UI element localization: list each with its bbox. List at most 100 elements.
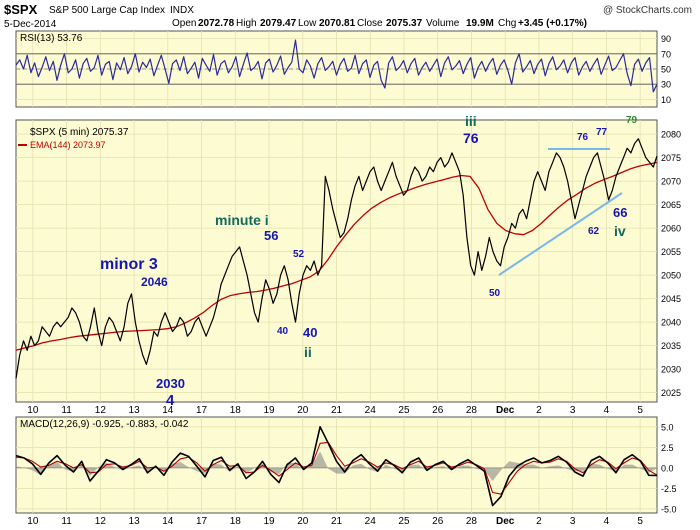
- macd-signal-line: [15, 441, 658, 495]
- x-tick-label: 19: [263, 516, 275, 527]
- x-tick-label: 18: [230, 405, 242, 416]
- 0-y-tick-label: 90: [661, 34, 671, 44]
- chart-date: 5-Dec-2014: [4, 19, 57, 30]
- 1-y-tick-label: 2055: [661, 247, 681, 257]
- open-label: Open: [172, 18, 196, 29]
- open-value: 2072.78: [198, 18, 235, 29]
- chart-index-name: S&P 500 Large Cap Index: [49, 5, 165, 16]
- rsi-panel: 10 30 50 70 90 RSI(13) 53.76: [15, 30, 671, 108]
- x-tick-label: 18: [230, 516, 242, 527]
- 2-y-tick-label: -5.0: [661, 504, 677, 514]
- wave-label: 2030: [156, 376, 185, 391]
- 1-y-tick-label: 2030: [661, 365, 681, 375]
- x-tick-label: 17: [196, 516, 208, 527]
- price-line: [15, 138, 658, 379]
- wave-label: 40: [303, 325, 317, 340]
- macd-line: [15, 425, 658, 507]
- wave-label: 79: [626, 115, 638, 126]
- 1-y-tick-label: 2065: [661, 200, 681, 210]
- wave-label: 2046: [141, 275, 168, 289]
- 2-y-tick-label: -2.5: [661, 484, 677, 494]
- 0-y-tick-label: 10: [661, 95, 671, 105]
- wave-label: minor 3: [100, 256, 158, 273]
- 2-y-tick-label: 5.0: [661, 422, 674, 432]
- x-tick-label: 3: [570, 405, 576, 416]
- x-tick-label: 28: [466, 405, 478, 416]
- x-tick-label: 25: [398, 405, 410, 416]
- macd-legend: MACD(12,26,9) -0.925, -0.883, -0.042: [20, 419, 189, 430]
- x-tick-label: 19: [263, 405, 275, 416]
- x-tick-label: 5: [637, 516, 643, 527]
- wave-label: iv: [614, 223, 626, 239]
- rsi-legend: RSI(13) 53.76: [20, 33, 83, 44]
- 1-y-tick-label: 2035: [661, 341, 681, 351]
- x-tick-label: 26: [432, 405, 444, 416]
- wave-label: ii: [304, 344, 312, 360]
- wave-label: minute i: [215, 212, 269, 228]
- rsi-line: [15, 39, 658, 93]
- chg-value: +3.45 (+0.17%): [518, 18, 587, 29]
- x-tick-label: 20: [297, 405, 309, 416]
- wave-label: 50: [489, 288, 501, 299]
- x-tick-label: 20: [297, 516, 309, 527]
- x-tick-label: 26: [432, 516, 444, 527]
- 1-y-tick-label: 2060: [661, 224, 681, 234]
- volume-label: Volume: [426, 18, 460, 29]
- x-tick-label: 28: [466, 516, 478, 527]
- x-tick-label: 24: [365, 516, 377, 527]
- macd-histogram: [16, 451, 657, 481]
- support-trendline: [498, 192, 623, 276]
- x-tick-label: 13: [129, 405, 141, 416]
- x-tick-label: 10: [27, 405, 39, 416]
- x-tick-label: 4: [604, 405, 610, 416]
- x-tick-label: 24: [365, 405, 377, 416]
- low-label: Low: [298, 18, 317, 29]
- x-tick-label: 14: [162, 405, 174, 416]
- chart-symbol: $SPX: [4, 2, 38, 17]
- 1-y-tick-label: 2045: [661, 294, 681, 304]
- 2-y-tick-label: 2.5: [661, 443, 674, 453]
- x-tick-label: 25: [398, 516, 410, 527]
- wave-label: iii: [465, 113, 477, 129]
- x-tick-label: Dec: [496, 405, 515, 416]
- wave-label: 40: [277, 326, 289, 337]
- chg-label: Chg: [498, 18, 516, 29]
- wave-label: 56: [264, 228, 278, 243]
- chart-exchange: INDX: [170, 5, 194, 16]
- wave-label: 52: [293, 249, 305, 260]
- x-tick-label: 11: [61, 516, 72, 527]
- 1-y-tick-label: 2050: [661, 271, 681, 281]
- 2-y-tick-label: 0.0: [661, 463, 674, 473]
- x-tick-label: 12: [95, 405, 107, 416]
- ohlc-readout: Open 2072.78 High 2079.47 Low 2070.81 Cl…: [172, 18, 587, 29]
- 1-y-tick-label: 2040: [661, 318, 681, 328]
- x-tick-label: 3: [570, 516, 576, 527]
- x-tick-label: 4: [604, 516, 610, 527]
- x-tick-label: 14: [162, 516, 174, 527]
- x-tick-label: 12: [95, 516, 107, 527]
- x-tick-label: 2: [536, 405, 542, 416]
- x-tick-label: 13: [129, 516, 141, 527]
- x-tick-label: 2: [536, 516, 542, 527]
- 1-y-tick-label: 2075: [661, 153, 681, 163]
- price-legend: $SPX (5 min) 2075.37: [30, 127, 129, 138]
- wave-label: 4: [166, 392, 175, 409]
- x-tick-label: 11: [61, 405, 72, 416]
- x-tick-label: 17: [196, 405, 208, 416]
- 0-y-tick-label: 50: [661, 65, 671, 75]
- wave-label: 62: [588, 226, 600, 237]
- low-value: 2070.81: [319, 18, 356, 29]
- 1-y-tick-label: 2070: [661, 177, 681, 187]
- x-tick-label: Dec: [496, 516, 515, 527]
- x-tick-label: 10: [27, 516, 39, 527]
- volume-value: 19.9M: [466, 18, 494, 29]
- x-tick-label: 5: [637, 405, 643, 416]
- high-value: 2079.47: [260, 18, 297, 29]
- wave-label: 76: [577, 132, 589, 143]
- 0-y-tick-label: 30: [661, 80, 671, 90]
- x-tick-label: 21: [331, 516, 343, 527]
- close-value: 2075.37: [386, 18, 423, 29]
- ema-legend: EMA(144) 2073.97: [30, 140, 106, 150]
- 1-y-tick-label: 2025: [661, 388, 681, 398]
